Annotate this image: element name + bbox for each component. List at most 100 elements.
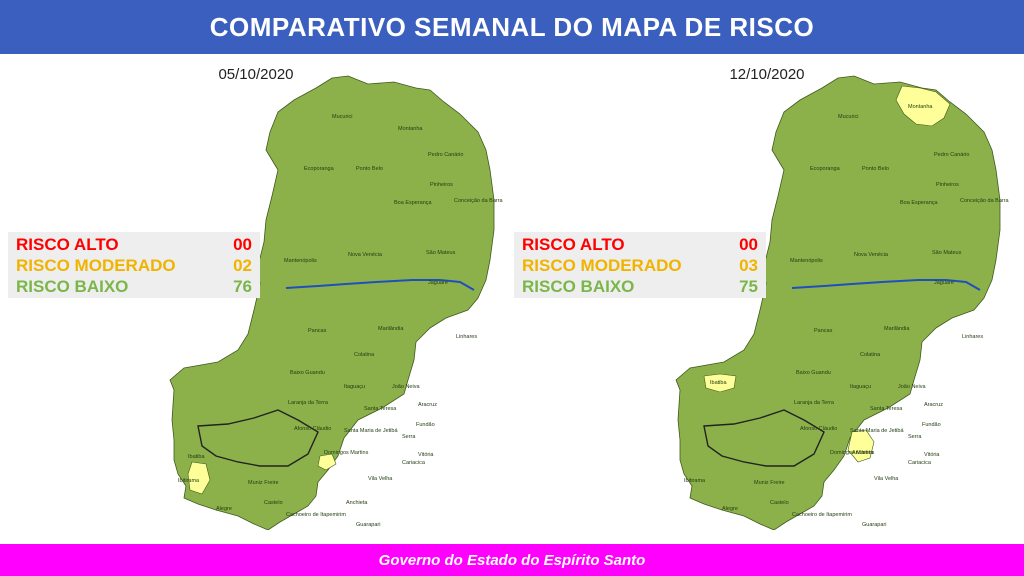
svg-text:Cachoeiro de Itapemirim: Cachoeiro de Itapemirim <box>286 512 346 518</box>
svg-text:Muniz Freire: Muniz Freire <box>754 480 785 486</box>
svg-text:Pedro Canário: Pedro Canário <box>428 152 463 158</box>
svg-text:Fundão: Fundão <box>922 422 941 428</box>
svg-text:Marilândia: Marilândia <box>378 326 404 332</box>
svg-text:Aracruz: Aracruz <box>924 402 943 408</box>
legend-row-moderado: RISCO MODERADO 03 <box>522 255 758 276</box>
svg-text:Santa Teresa: Santa Teresa <box>870 406 903 412</box>
svg-text:Boa Esperança: Boa Esperança <box>900 200 939 206</box>
highlight-sao-jose-do-calcado <box>187 461 211 495</box>
svg-text:Laranja da Terra: Laranja da Terra <box>288 400 329 406</box>
state-outline <box>169 75 495 530</box>
legend-label-alto: RISCO ALTO <box>522 235 625 254</box>
svg-text:Cachoeiro de Itapemirim: Cachoeiro de Itapemirim <box>792 512 852 518</box>
svg-text:Santa Maria de Jetibá: Santa Maria de Jetibá <box>850 428 904 434</box>
page-title: COMPARATIVO SEMANAL DO MAPA DE RISCO <box>0 0 1024 54</box>
svg-text:Anchieta: Anchieta <box>852 450 874 456</box>
legend-value-baixo: 76 <box>233 277 252 296</box>
svg-text:Ibatiba: Ibatiba <box>710 380 727 386</box>
legend-value-baixo: 75 <box>739 277 758 296</box>
svg-text:Pancas: Pancas <box>308 328 327 334</box>
svg-text:Vitória: Vitória <box>924 452 940 458</box>
svg-text:Pinheiros: Pinheiros <box>430 182 453 188</box>
svg-text:Cariacica: Cariacica <box>402 460 426 466</box>
svg-text:Guarapari: Guarapari <box>862 522 886 528</box>
svg-text:Baixo Guandu: Baixo Guandu <box>290 370 325 376</box>
svg-text:Ibatiba: Ibatiba <box>188 454 205 460</box>
risk-legend-left: RISCO ALTO 00 RISCO MODERADO 02 RISCO BA… <box>8 232 260 298</box>
svg-text:Anchieta: Anchieta <box>346 500 368 506</box>
svg-text:Boa Esperança: Boa Esperança <box>394 200 433 206</box>
svg-text:Vila Velha: Vila Velha <box>874 476 899 482</box>
highlight-piuma <box>317 453 337 471</box>
legend-value-moderado: 02 <box>233 256 252 275</box>
svg-text:Marilândia: Marilândia <box>884 326 910 332</box>
svg-text:Jaguaré: Jaguaré <box>934 280 954 286</box>
svg-text:Conceição da Barra: Conceição da Barra <box>960 198 1010 204</box>
river <box>285 279 475 291</box>
svg-text:Muniz Freire: Muniz Freire <box>248 480 279 486</box>
svg-text:Ecoporanga: Ecoporanga <box>304 166 335 172</box>
legend-label-moderado: RISCO MODERADO <box>522 256 682 275</box>
legend-label-alto: RISCO ALTO <box>16 235 119 254</box>
svg-text:Baixo Guandu: Baixo Guandu <box>796 370 831 376</box>
svg-text:Afonso Cláudio: Afonso Cláudio <box>800 426 837 432</box>
svg-text:Ecoporanga: Ecoporanga <box>810 166 841 172</box>
legend-value-alto: 00 <box>739 235 758 254</box>
date-label-left: 05/10/2020 <box>218 66 294 83</box>
svg-text:Aracruz: Aracruz <box>418 402 437 408</box>
region-border <box>197 409 319 467</box>
svg-text:Pedro Canário: Pedro Canário <box>934 152 969 158</box>
svg-text:Itaguaçu: Itaguaçu <box>850 384 871 390</box>
svg-text:Nova Venécia: Nova Venécia <box>854 252 889 258</box>
legend-label-baixo: RISCO BAIXO <box>522 277 635 296</box>
svg-text:Serra: Serra <box>402 434 416 440</box>
svg-text:Cariacica: Cariacica <box>908 460 932 466</box>
svg-text:Ibitirama: Ibitirama <box>684 478 706 484</box>
region-border <box>703 409 825 467</box>
legend-label-baixo: RISCO BAIXO <box>16 277 129 296</box>
svg-text:Castelo: Castelo <box>770 500 789 506</box>
highlight-montanha <box>895 85 951 127</box>
legend-row-baixo: RISCO BAIXO 76 <box>16 276 252 297</box>
svg-text:Mucurici: Mucurici <box>838 114 858 120</box>
svg-text:Alegre: Alegre <box>722 506 738 512</box>
svg-text:Vitória: Vitória <box>418 452 434 458</box>
svg-text:Santa Teresa: Santa Teresa <box>364 406 397 412</box>
footer-banner: Governo do Estado do Espírito Santo <box>0 544 1024 576</box>
svg-text:São Mateus: São Mateus <box>932 250 962 256</box>
highlight-ibatiba <box>703 373 737 393</box>
svg-text:Conceição da Barra: Conceição da Barra <box>454 198 504 204</box>
svg-text:Colatina: Colatina <box>860 352 881 358</box>
svg-text:Colatina: Colatina <box>354 352 375 358</box>
svg-text:Montanha: Montanha <box>398 126 423 132</box>
highlight-anchieta <box>847 429 875 463</box>
svg-text:Ponto Belo: Ponto Belo <box>356 166 383 172</box>
svg-text:Serra: Serra <box>908 434 922 440</box>
risk-legend-right: RISCO ALTO 00 RISCO MODERADO 03 RISCO BA… <box>514 232 766 298</box>
svg-text:João Neiva: João Neiva <box>392 384 420 390</box>
svg-text:Nova Venécia: Nova Venécia <box>348 252 383 258</box>
svg-text:Pinheiros: Pinheiros <box>936 182 959 188</box>
river <box>791 279 981 291</box>
legend-row-baixo: RISCO BAIXO 75 <box>522 276 758 297</box>
svg-text:Ibitirama: Ibitirama <box>178 478 200 484</box>
svg-text:Laranja da Terra: Laranja da Terra <box>794 400 835 406</box>
svg-text:Ponto Belo: Ponto Belo <box>862 166 889 172</box>
svg-text:Linhares: Linhares <box>456 334 477 340</box>
svg-text:Guarapari: Guarapari <box>356 522 380 528</box>
svg-text:Linhares: Linhares <box>962 334 983 340</box>
svg-text:Jaguaré: Jaguaré <box>428 280 448 286</box>
svg-text:Itaguaçu: Itaguaçu <box>344 384 365 390</box>
svg-text:Santa Maria de Jetibá: Santa Maria de Jetibá <box>344 428 398 434</box>
risk-map-left: Mucurici Montanha Pedro Canário Ecoporan… <box>169 75 504 530</box>
svg-text:Vila Velha: Vila Velha <box>368 476 393 482</box>
svg-text:Alegre: Alegre <box>216 506 232 512</box>
legend-row-moderado: RISCO MODERADO 02 <box>16 255 252 276</box>
svg-text:Pancas: Pancas <box>814 328 833 334</box>
svg-text:Castelo: Castelo <box>264 500 283 506</box>
state-outline <box>675 75 1001 530</box>
svg-text:Montanha: Montanha <box>908 104 933 110</box>
svg-text:Mucurici: Mucurici <box>332 114 352 120</box>
legend-row-alto: RISCO ALTO 00 <box>16 234 252 255</box>
legend-value-moderado: 03 <box>739 256 758 275</box>
